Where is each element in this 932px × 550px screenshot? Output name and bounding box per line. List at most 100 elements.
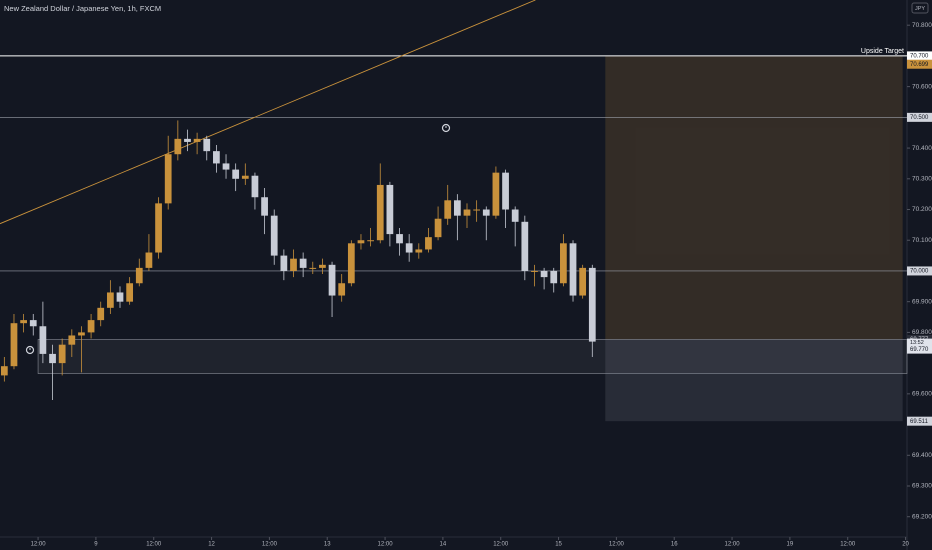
candle-body [106, 292, 114, 308]
candle-body [386, 184, 394, 235]
x-tick-label: 12:00 [378, 542, 394, 548]
line-price-label-box [907, 266, 932, 276]
candle-body [78, 332, 85, 336]
candle-body [145, 252, 153, 268]
candle-body [213, 151, 220, 164]
x-tick-label: 12:00 [31, 542, 47, 548]
line-price-label: 70.700 [910, 53, 929, 59]
y-tick-label: 70.200 [912, 206, 932, 213]
candle-body [319, 264, 326, 268]
alarm-icon [441, 123, 451, 133]
trendline [0, 0, 536, 225]
candle-body [164, 154, 172, 204]
candle-body [193, 138, 201, 142]
candle-body [511, 209, 519, 222]
candle-body [0, 366, 8, 376]
candle-body [434, 218, 442, 238]
y-tick-label: 69.200 [912, 513, 932, 520]
y-tick-label: 69.900 [912, 298, 932, 305]
candle-body [20, 320, 27, 324]
stop-area [605, 339, 903, 422]
candle-body [453, 200, 461, 216]
candle-body [502, 172, 509, 210]
last-price-label: 69.770 [910, 347, 929, 353]
candle-body [415, 249, 423, 253]
candle-body [376, 184, 384, 241]
candle-body [58, 344, 66, 364]
candle-body [97, 307, 105, 321]
candle-body [126, 283, 134, 302]
line-price-label-box [907, 112, 932, 122]
candle-body [29, 320, 37, 327]
candle-body [540, 270, 548, 278]
line-annotation: Upside Target [861, 48, 904, 55]
candle-body [203, 138, 211, 152]
candle-body [299, 258, 307, 268]
candle-body [68, 335, 76, 345]
candle-body [290, 258, 297, 271]
y-tick-label: 69.800 [912, 329, 932, 336]
candle-body [357, 240, 365, 244]
candle-body [251, 175, 259, 198]
candle-body [569, 243, 577, 296]
candle-body [338, 283, 346, 296]
line-price-label-box [907, 51, 932, 61]
x-tick-label: 12:00 [493, 542, 509, 548]
y-tick-label: 70.600 [912, 83, 932, 90]
y-tick-label: 70.300 [912, 176, 932, 183]
candle-body [87, 320, 95, 333]
candle-body [473, 209, 481, 211]
candle-body [482, 209, 490, 216]
candle-body [174, 138, 182, 155]
candle-body [184, 138, 191, 142]
candle-body [116, 292, 124, 302]
candle-body [222, 163, 230, 170]
candle-body [232, 169, 240, 179]
x-tick-label: 12:00 [146, 542, 162, 548]
x-tick-label: 19 [787, 542, 794, 548]
currency-box [911, 2, 929, 14]
x-tick-label: 12:00 [262, 542, 278, 548]
x-tick-label: 15 [555, 542, 562, 548]
y-tick-label: 69.600 [912, 391, 932, 398]
candle-body [280, 255, 288, 271]
candle-body [309, 267, 317, 269]
candle-body [347, 243, 355, 284]
candle-body [560, 243, 567, 284]
candle-body [10, 323, 18, 367]
y-tick-label: 69.400 [912, 452, 932, 459]
candle-body [425, 237, 432, 250]
x-tick-label: 12:00 [840, 542, 856, 548]
x-tick-label: 9 [94, 542, 98, 548]
target-price-label: 70.699 [910, 62, 929, 68]
y-tick-label: 70.100 [912, 237, 932, 244]
candle-body [492, 172, 500, 216]
target-area [605, 56, 903, 340]
candle-body [39, 326, 47, 354]
candle-body [579, 267, 587, 296]
candle-body [531, 270, 538, 272]
x-tick-label: 12:00 [725, 542, 741, 548]
x-tick-label: 20 [902, 542, 909, 548]
candle-body [463, 209, 471, 216]
candle-body [521, 221, 529, 271]
target-price-label-box [907, 59, 932, 69]
candle-body [49, 353, 56, 364]
y-tick-label: 69.300 [912, 483, 932, 490]
line-price-label: 70.000 [910, 269, 929, 275]
countdown: 13:52 [910, 340, 924, 346]
candle-body [135, 267, 143, 284]
last-price-box [907, 338, 932, 354]
support-zone [37, 339, 908, 374]
candle-body [550, 270, 558, 284]
stop-price-label: 69.511 [910, 419, 929, 425]
candle-body [367, 240, 374, 242]
candle-body [328, 264, 336, 296]
candle-body [155, 203, 162, 253]
currency: JPY [915, 6, 925, 12]
candle-body [444, 200, 452, 219]
plot [0, 0, 908, 422]
candle-body [588, 267, 596, 342]
